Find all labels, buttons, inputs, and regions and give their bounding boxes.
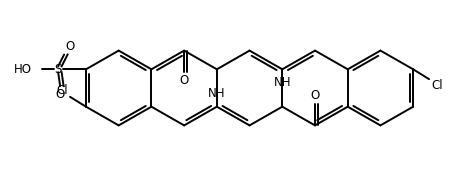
Text: NH: NH [273, 76, 290, 89]
Text: O: O [310, 89, 319, 102]
Text: O: O [179, 74, 188, 87]
Text: S: S [54, 63, 62, 76]
Text: Cl: Cl [430, 78, 442, 92]
Text: Cl: Cl [56, 84, 68, 98]
Text: O: O [55, 88, 65, 101]
Text: O: O [65, 40, 75, 53]
Text: NH: NH [208, 87, 225, 100]
Text: HO: HO [14, 63, 32, 76]
